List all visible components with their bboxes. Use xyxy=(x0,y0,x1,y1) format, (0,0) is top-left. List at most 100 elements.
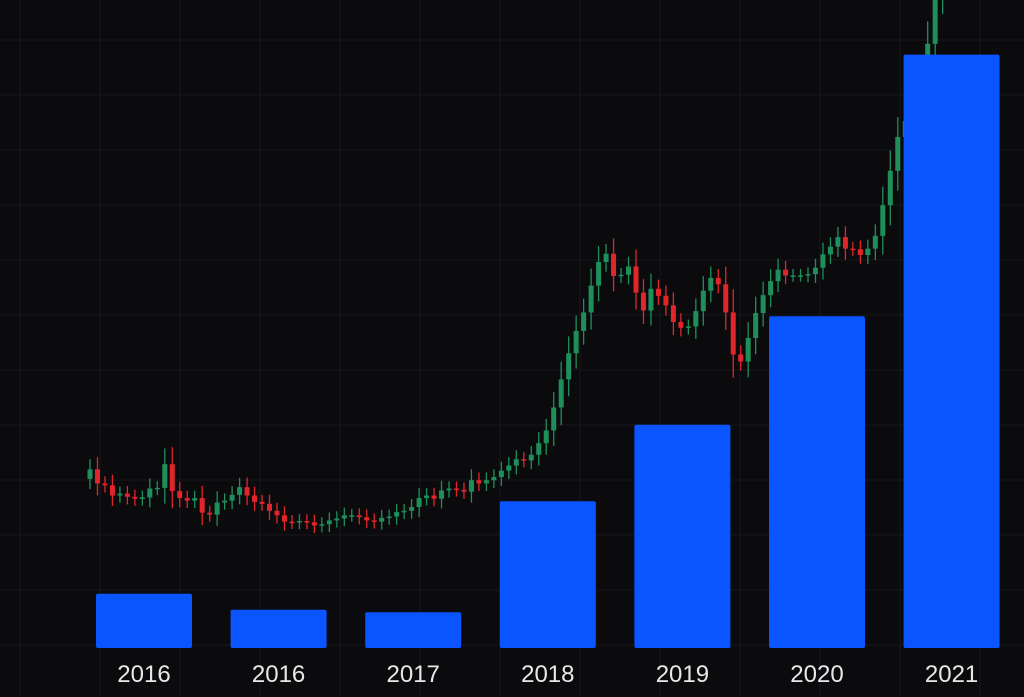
candlestick xyxy=(147,478,153,508)
candlestick xyxy=(154,481,160,496)
candle-body xyxy=(513,459,519,466)
candlestick xyxy=(528,446,534,470)
candle-body xyxy=(341,515,347,519)
candle-body xyxy=(139,497,145,499)
candlestick xyxy=(827,237,833,264)
candlestick xyxy=(513,450,519,475)
candle-body xyxy=(132,496,138,499)
candlestick xyxy=(588,268,594,330)
candle-body xyxy=(528,454,534,461)
candle-body xyxy=(252,495,258,502)
x-tick-label: 2016 xyxy=(252,661,305,688)
candle-body xyxy=(281,515,287,522)
candle-body xyxy=(326,520,332,525)
candle-body xyxy=(798,275,804,277)
candlestick xyxy=(633,249,639,310)
candlestick xyxy=(640,279,646,325)
candle-body xyxy=(850,248,856,251)
bar xyxy=(365,612,462,648)
candle-body xyxy=(169,464,175,492)
candlestick xyxy=(626,256,632,285)
candle-body xyxy=(842,237,848,249)
candle-body xyxy=(184,498,190,501)
candle-body xyxy=(626,266,632,275)
candle-body xyxy=(521,459,527,461)
candlestick xyxy=(252,486,258,511)
candlestick xyxy=(341,507,347,527)
x-axis-tick-labels: 2016 2016 2017 2018 2019 2020 2021 xyxy=(117,661,978,688)
candle-body xyxy=(394,512,400,517)
candle-body xyxy=(663,295,669,306)
candlestick xyxy=(715,269,721,294)
candle-body xyxy=(431,495,437,499)
candle-body xyxy=(857,249,863,255)
candlestick xyxy=(94,457,100,496)
candle-body xyxy=(334,518,340,521)
candle-body xyxy=(446,488,452,491)
candlestick xyxy=(356,508,362,525)
candle-body xyxy=(274,510,280,516)
candle-body xyxy=(147,488,153,498)
candle-body xyxy=(566,353,572,380)
candlestick xyxy=(551,391,557,447)
candle-body xyxy=(162,464,168,488)
candle-body xyxy=(199,498,205,513)
candlestick xyxy=(431,487,437,507)
candlestick xyxy=(334,511,340,528)
x-tick-label: 2016 xyxy=(117,661,170,688)
candle-body xyxy=(723,284,729,313)
candlestick xyxy=(222,493,228,510)
candlestick xyxy=(461,482,467,499)
candlestick xyxy=(87,459,93,490)
candlestick xyxy=(596,246,602,302)
bar xyxy=(903,54,1000,649)
candlestick xyxy=(379,509,385,530)
candle-body xyxy=(618,274,624,277)
candlestick xyxy=(349,508,355,522)
candlestick xyxy=(259,494,265,511)
candle-body xyxy=(835,237,841,247)
bar-series xyxy=(96,54,1000,649)
candlestick xyxy=(738,345,744,371)
candle-body xyxy=(827,246,833,255)
candle-body xyxy=(558,379,564,408)
candle-body xyxy=(468,480,474,492)
candle-body xyxy=(655,288,661,296)
candle-body xyxy=(319,524,325,526)
candlestick xyxy=(304,514,310,530)
candlestick xyxy=(790,269,796,282)
candle-body xyxy=(678,321,684,328)
candlestick xyxy=(678,313,684,337)
candle-body xyxy=(880,205,886,236)
candle-body xyxy=(222,500,228,503)
candle-body xyxy=(237,487,243,495)
candlestick xyxy=(274,502,280,524)
x-tick-label: 2021 xyxy=(925,661,978,688)
candle-body xyxy=(379,517,385,522)
candlestick xyxy=(162,448,168,504)
candlestick xyxy=(237,477,243,505)
candle-body xyxy=(439,490,445,499)
candle-body xyxy=(872,235,878,249)
candle-body xyxy=(768,281,774,296)
candle-body xyxy=(349,515,355,517)
candle-body xyxy=(364,517,370,521)
candle-body xyxy=(124,493,130,497)
candle-body xyxy=(109,485,115,496)
candlestick xyxy=(281,506,287,531)
candle-body xyxy=(633,266,639,293)
candlestick xyxy=(850,241,856,256)
candlestick xyxy=(775,258,781,293)
candlestick xyxy=(326,512,332,533)
candlestick xyxy=(745,322,751,378)
bar xyxy=(230,609,327,648)
candle-body xyxy=(424,495,430,499)
candle-body xyxy=(476,480,482,484)
candle-body xyxy=(648,288,654,311)
candlestick xyxy=(409,499,415,519)
candlestick xyxy=(753,296,759,355)
candle-body xyxy=(229,494,235,501)
candlestick xyxy=(783,260,789,285)
candlestick xyxy=(476,472,482,492)
bar xyxy=(96,593,192,648)
